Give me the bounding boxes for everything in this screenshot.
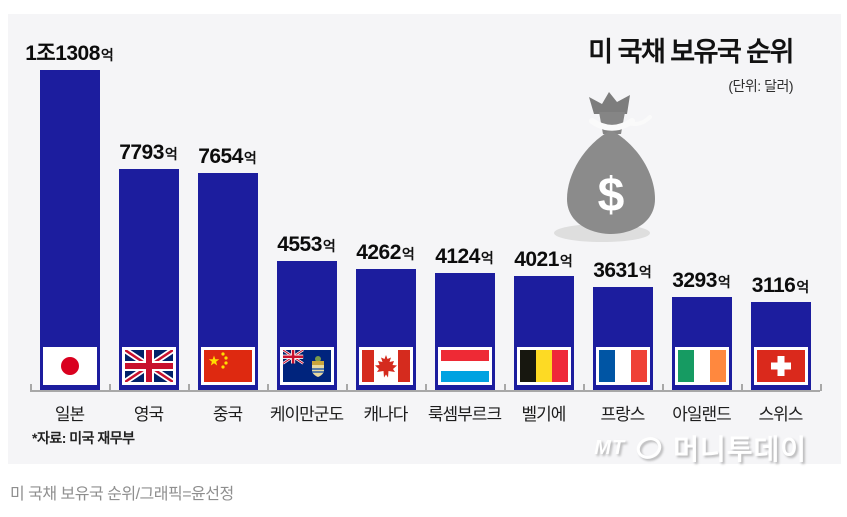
source-note: *자료: 미국 재무부 (32, 430, 135, 446)
bar (592, 287, 653, 390)
flag-uk-icon (121, 347, 176, 385)
bar (118, 169, 179, 390)
flag-belgium-icon (516, 347, 571, 385)
chart-panel: 미 국채 보유국 순위 (단위: 달러) $ 1조1308억 일본 7793억 영국 7… (8, 14, 841, 465)
bar-category-label: 케이만군도 (269, 405, 344, 424)
bar-category-label: 영국 (133, 405, 164, 424)
flag-japan-icon (42, 347, 97, 385)
axis-tick (504, 384, 506, 391)
bar-chart: 1조1308억 일본 7793억 영국 7654억 중국 4553억 케이만군도 4262억 캐나… (25, 14, 820, 424)
axis-tick (109, 384, 111, 391)
bar (513, 276, 574, 390)
bar (39, 70, 100, 390)
bar-value-label: 3293억 (672, 269, 731, 292)
bar-value-label: 3116억 (751, 274, 810, 297)
bar-category-label: 프랑스 (600, 405, 646, 424)
flag-luxembourg-icon (437, 347, 492, 385)
axis-tick (267, 384, 269, 391)
bar (750, 302, 811, 390)
chart-unit-note: (단위: 달러) (728, 78, 793, 94)
bar-value-label: 3631억 (593, 259, 652, 282)
axis-tick (662, 384, 664, 391)
bar (671, 297, 732, 390)
bar-category-label: 룩셈부르크 (427, 405, 502, 424)
publisher-name: 머니투데이 (673, 434, 807, 465)
axis-tick (346, 384, 348, 391)
moneytoday-logo-icon (636, 437, 662, 459)
axis-tick (30, 384, 32, 391)
bar-value-label: 4262억 (356, 241, 415, 264)
bar (355, 269, 416, 390)
bar-value-label: 4553억 (277, 233, 336, 256)
mt-logo-text: MT (594, 436, 626, 459)
chart-title: 미 국채 보유국 순위 (588, 37, 794, 67)
title-block: 미 국채 보유국 순위 (단위: 달러) (588, 30, 794, 96)
bar-category-label: 벨기에 (521, 405, 567, 424)
flag-ireland-icon (674, 347, 729, 385)
bar-value-label: 1조1308억 (25, 42, 114, 65)
bar-category-label: 캐나다 (363, 405, 409, 424)
publisher-watermark: MT 머니투데이 (594, 428, 807, 468)
svg-text:$: $ (598, 169, 625, 222)
bar-value-label: 7654억 (198, 145, 257, 168)
flag-switzerland-icon (753, 347, 808, 385)
flag-cayman-islands-icon (279, 347, 334, 385)
bar-category-label: 아일랜드 (672, 405, 732, 424)
bar (197, 173, 258, 390)
bar (434, 273, 495, 390)
x-axis-line (30, 384, 822, 392)
bar-category-label: 일본 (54, 405, 85, 424)
bar (276, 261, 337, 390)
flag-china-icon (200, 347, 255, 385)
money-bag-icon: $ (546, 90, 676, 245)
axis-tick (741, 384, 743, 391)
bar-category-label: 스위스 (758, 405, 804, 424)
axis-tick (425, 384, 427, 391)
axis-tick (820, 384, 822, 391)
axis-tick (188, 384, 190, 391)
axis-tick (583, 384, 585, 391)
bar-value-label: 4021억 (514, 248, 573, 271)
bar-value-label: 4124억 (435, 245, 494, 268)
flag-canada-icon (358, 347, 413, 385)
bar-value-label: 7793억 (119, 141, 178, 164)
bar-category-label: 중국 (212, 405, 243, 424)
flag-france-icon (595, 347, 650, 385)
image-caption: 미 국채 보유국 순위/그래픽=윤선정 (10, 486, 234, 503)
